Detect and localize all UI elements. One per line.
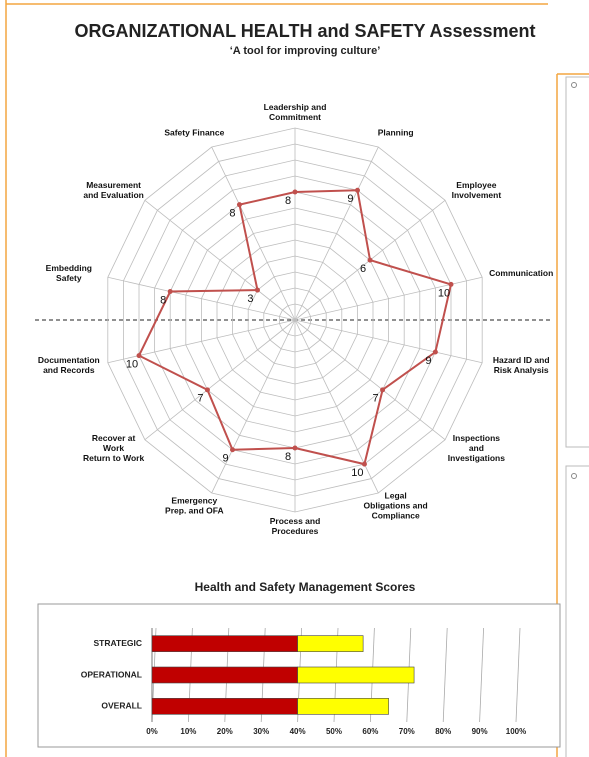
data-point (432, 349, 438, 355)
spoke (144, 319, 296, 441)
grid-line (479, 627, 484, 723)
bar-segment (151, 698, 298, 715)
axis-label: Legal Obligations and Compliance (364, 491, 428, 521)
data-label: 6 (360, 263, 366, 275)
data-label: 10 (351, 467, 363, 479)
x-tick-label: 90% (472, 727, 488, 736)
axis-label: Embedding Safety (46, 263, 92, 283)
data-point (380, 387, 386, 393)
x-tick-label: 100% (506, 727, 526, 736)
data-label: 9 (425, 355, 431, 367)
data-label: 8 (160, 294, 166, 306)
data-label: 10 (438, 287, 450, 299)
axis-label: Hazard ID and Risk Analysis (493, 355, 550, 375)
data-point (448, 281, 454, 287)
bar-segment (297, 635, 364, 652)
y-tick-label: STRATEGIC (94, 638, 142, 648)
x-tick-label: 80% (435, 727, 451, 736)
side-panel (565, 76, 589, 448)
bar-segment (297, 666, 415, 684)
spoke (294, 146, 379, 321)
chart-subtitle: ‘A tool for improving culture’ (230, 45, 381, 57)
axis-label: Recover at Work Return to Work (83, 433, 145, 463)
x-tick-label: 20% (217, 727, 233, 736)
axis-label: Safety Finance (164, 128, 224, 138)
chart-title: ORGANIZATIONAL HEALTH and SAFETY Assessm… (74, 21, 535, 41)
data-label: 8 (285, 451, 291, 463)
data-point (236, 202, 242, 208)
y-tick-label: OVERALL (101, 701, 142, 711)
data-point (354, 187, 360, 193)
bar-segment (297, 698, 389, 715)
zoom-icon[interactable] (571, 473, 577, 479)
spoke (294, 319, 446, 441)
axis-label: Documentation and Records (38, 355, 100, 375)
data-label: 7 (373, 393, 379, 405)
data-point (204, 387, 210, 393)
spoke (294, 319, 483, 364)
data-point (230, 447, 236, 453)
x-tick-label: 30% (253, 727, 269, 736)
axis-label: Leadership and Commitment (264, 102, 327, 122)
axis-label: Inspections and Investigations (448, 433, 505, 463)
x-tick-label: 60% (362, 727, 378, 736)
data-label: 9 (222, 453, 228, 465)
data-label: 10 (126, 359, 138, 371)
spoke (107, 276, 296, 321)
data-label: 3 (247, 293, 253, 305)
x-tick-label: 0% (146, 727, 158, 736)
data-point (367, 257, 373, 263)
data-point (361, 461, 367, 467)
data-label: 8 (229, 208, 235, 220)
x-tick-label: 50% (326, 727, 342, 736)
spoke (294, 319, 379, 494)
axis-label: Process and Procedures (270, 516, 321, 536)
x-tick-label: 70% (399, 727, 415, 736)
data-label: 9 (347, 193, 353, 205)
axis-label: Measurement and Evaluation (83, 180, 143, 200)
data-point (254, 287, 260, 293)
x-tick-label: 10% (180, 727, 196, 736)
axis-label: Communication (489, 268, 553, 278)
data-label: 7 (197, 393, 203, 405)
bar-segment (151, 635, 298, 652)
data-point (292, 445, 298, 451)
data-point (167, 289, 173, 295)
grid-line (515, 627, 521, 723)
spoke (211, 319, 296, 494)
bar-chart-title: Health and Safety Management Scores (195, 580, 416, 594)
spoke (211, 146, 296, 321)
data-point (292, 189, 298, 195)
axis-label: Emergency Prep. and OFA (165, 496, 224, 516)
data-point (136, 353, 142, 359)
grid-line (442, 627, 448, 723)
bar-segment (151, 666, 298, 684)
axis-label: Employee Involvement (452, 180, 502, 200)
data-label: 8 (285, 195, 291, 207)
y-tick-label: OPERATIONAL (81, 669, 142, 679)
spoke (144, 199, 296, 321)
axis-label: Planning (378, 128, 414, 138)
x-tick-label: 40% (290, 727, 306, 736)
side-panel (565, 465, 589, 757)
zoom-icon[interactable] (571, 82, 577, 88)
